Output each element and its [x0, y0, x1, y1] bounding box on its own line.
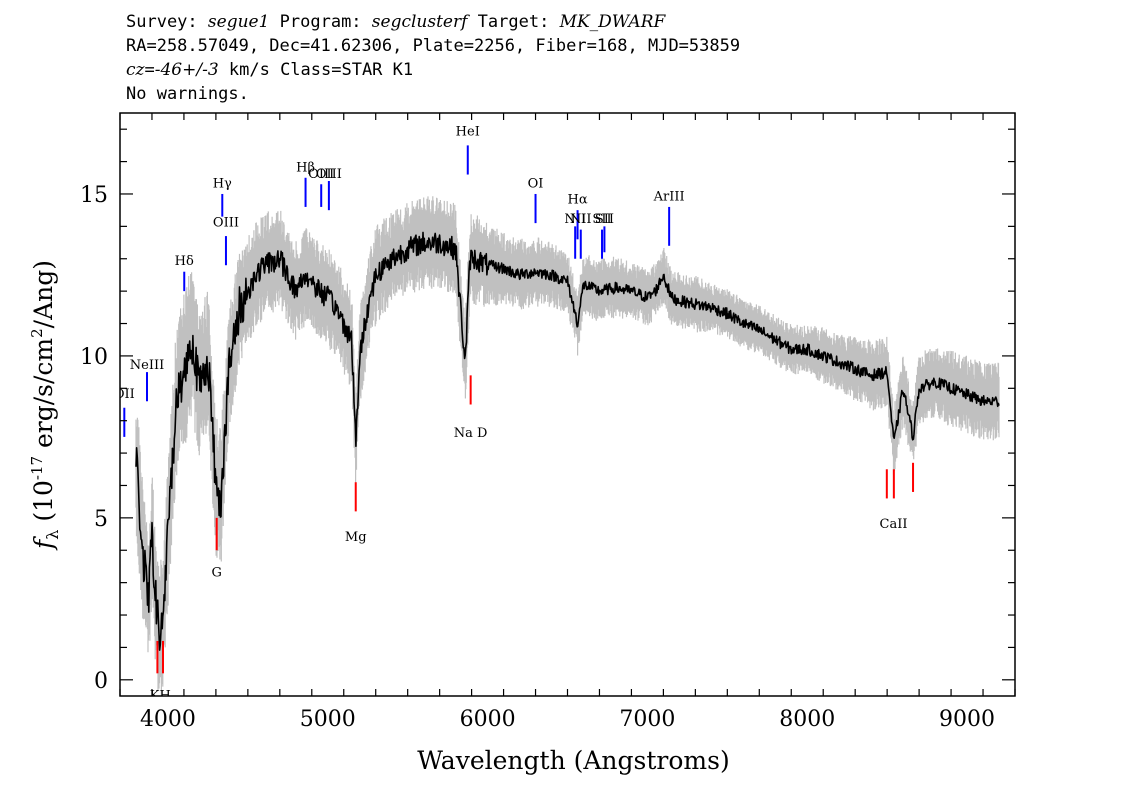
- flux-line: [135, 231, 1000, 651]
- x-tick-label: 9000: [939, 707, 995, 732]
- emission-label: OIII: [316, 167, 342, 182]
- emission-label: OIII: [213, 215, 239, 230]
- emission-label: OII: [114, 387, 135, 402]
- header-line-survey: Survey: segue1 Program: segclusterf Targ…: [126, 10, 1126, 34]
- absorption-label: Mg: [345, 530, 367, 545]
- cz-label: cz: [126, 60, 145, 80]
- emission-label: Hγ: [213, 176, 232, 191]
- emission-label: HeI: [456, 125, 480, 140]
- emission-label: Hβ: [296, 160, 315, 175]
- y-tick-label: 5: [94, 507, 108, 532]
- y-tick-label: 15: [80, 183, 108, 208]
- header-line-redshift: cz=-46+/-3 km/s Class=STAR K1: [126, 58, 1126, 82]
- absorption-label: KH: [150, 689, 171, 704]
- survey-value: segue1: [207, 12, 270, 32]
- emission-label: SII: [595, 212, 614, 227]
- header-line-warnings: No warnings.: [126, 84, 249, 104]
- target-value: MK_DWARF: [559, 12, 666, 32]
- emission-label: Hα: [568, 193, 588, 208]
- emission-label: ArIII: [653, 189, 685, 204]
- cz-equals: =: [144, 60, 155, 80]
- flux-error-envelope: [135, 196, 1000, 696]
- absorption-label: Na D: [454, 426, 488, 441]
- y-tick-label: 10: [80, 345, 108, 370]
- program-value: segclusterf: [371, 12, 468, 32]
- survey-label: Survey:: [126, 12, 198, 32]
- cz-unit-class: km/s Class=STAR K1: [218, 60, 414, 80]
- emission-label: OIII: [308, 167, 334, 182]
- x-tick-label: 5000: [300, 707, 356, 732]
- y-tick-label: 0: [94, 669, 108, 694]
- emission-label: NII: [564, 212, 586, 227]
- x-axis-title: Wavelength (Angstroms): [417, 746, 729, 775]
- y-axis-title: fλ (10-17 erg/s/cm2/Ang): [28, 260, 62, 551]
- emission-label: OI: [528, 176, 544, 191]
- absorption-label: G: [211, 565, 221, 580]
- x-tick-label: 6000: [460, 707, 516, 732]
- spectrum-header: Survey: segue1 Program: segclusterf Targ…: [126, 10, 1126, 106]
- emission-label: Hδ: [175, 254, 194, 269]
- emission-label: SII: [592, 212, 611, 227]
- absorption-label: CaII: [880, 517, 908, 532]
- target-label: Target:: [477, 12, 550, 32]
- x-tick-label: 4000: [140, 707, 196, 732]
- emission-label: NII: [570, 212, 592, 227]
- x-tick-label: 7000: [619, 707, 675, 732]
- y-axis-title-group: fλ (10-17 erg/s/cm2/Ang): [28, 260, 62, 551]
- x-tick-label: 8000: [779, 707, 835, 732]
- cz-value: -46+/-3: [154, 60, 219, 80]
- emission-label: NeIII: [130, 358, 164, 373]
- program-label: Program:: [279, 12, 362, 32]
- header-line-coords: RA=258.57049, Dec=41.62306, Plate=2256, …: [126, 36, 741, 56]
